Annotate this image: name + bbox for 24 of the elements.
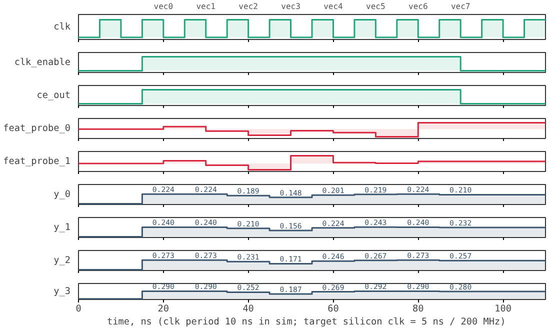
text: vec4 [324,2,344,11]
x-tick-label: 40 [242,304,254,314]
text: vec0 [154,2,174,11]
x-tick-label: 0 [76,304,82,314]
text: vec2 [238,2,258,11]
y-axis-title: y_1 [54,222,71,233]
y-axis-title: clk [54,22,71,32]
y-axis-title: y_2 [54,255,71,266]
y-axis-title: clk_enable [14,57,71,68]
y-axis-title: feat_probe_1 [3,156,71,167]
x-tick-label: 60 [328,304,340,314]
y-axis-title: feat_probe_0 [3,123,71,134]
text: vec3 [281,2,301,11]
text: vec6 [408,2,428,11]
text: vec5 [366,2,386,11]
text: vec7 [450,2,470,11]
x-axis-title: time, ns (clk period 10 ns in sim; target silicon clk = 5 ns / 200 MHz) [107,316,506,328]
x-tick-label: 20 [158,304,170,314]
x-tick-label: 100 [494,304,512,314]
text: vec1 [196,2,216,11]
y-axis-title: y_0 [54,189,71,200]
y-axis-title: ce_out [36,90,71,101]
x-tick-label: 80 [412,304,424,314]
y-axis-title: y_3 [54,286,71,297]
